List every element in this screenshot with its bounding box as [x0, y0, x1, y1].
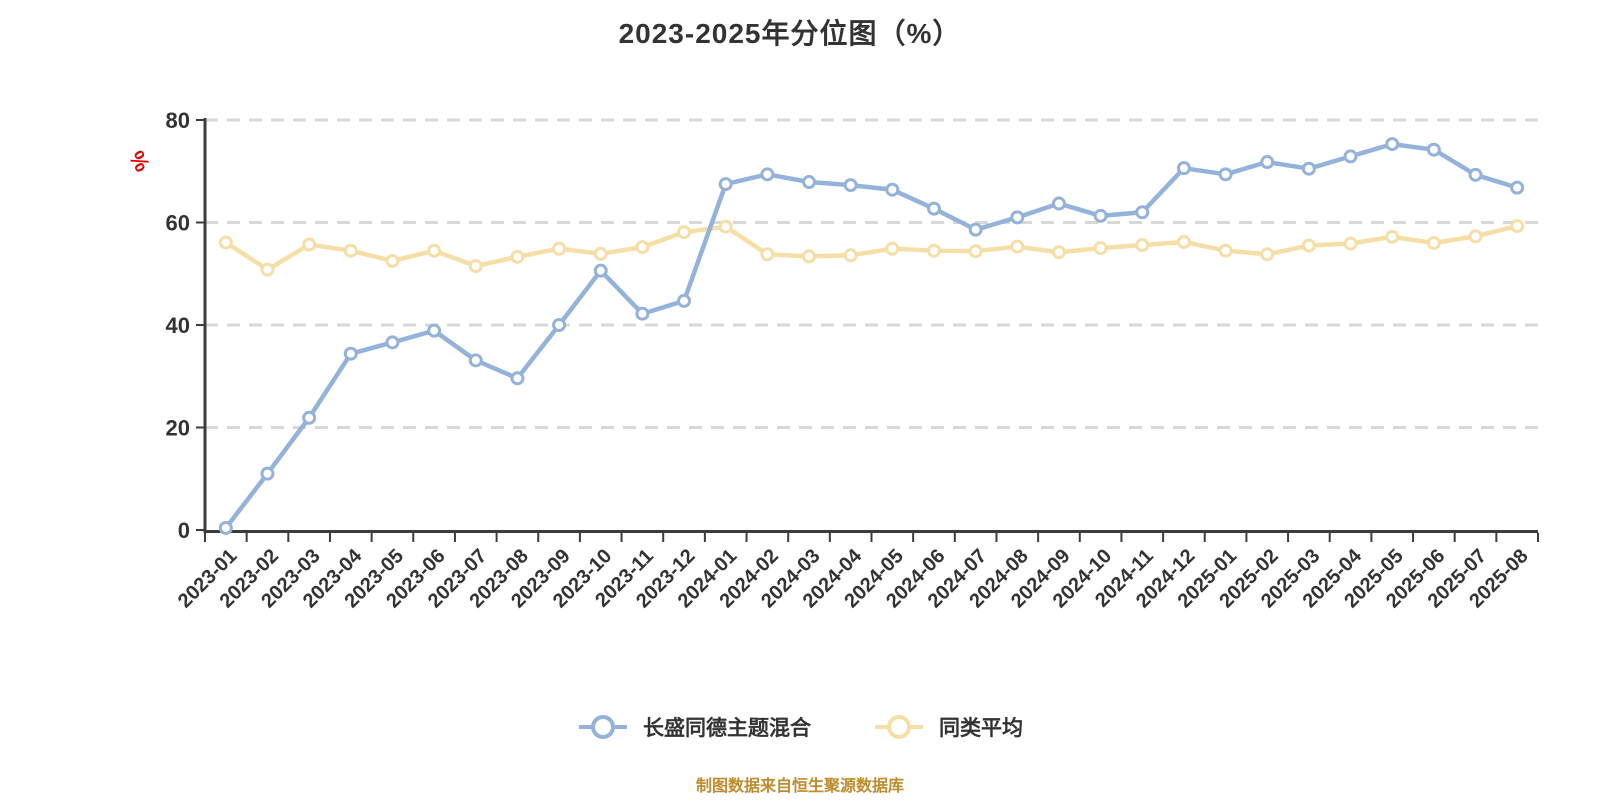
- fund-point-2023-03: [302, 410, 317, 425]
- fund-point-2023-06: [427, 323, 442, 338]
- fund-point-2024-04: [843, 178, 858, 193]
- average-point-2024-01: [718, 219, 733, 234]
- fund-point-2024-01: [718, 177, 733, 192]
- average-point-2024-02: [760, 247, 775, 262]
- fund-point-2024-08: [1010, 210, 1025, 225]
- data-source-note: 制图数据来自恒生聚源数据库: [695, 778, 904, 795]
- average-point-2023-12: [677, 225, 692, 240]
- average-point-2023-11: [635, 240, 650, 255]
- average-point-2024-04: [843, 248, 858, 263]
- fund-point-2024-09: [1051, 196, 1066, 211]
- average-point-2024-09: [1051, 245, 1066, 260]
- fund-point-2023-08: [510, 371, 525, 386]
- average-point-2025-08: [1510, 219, 1525, 234]
- y-axis-unit-label: %: [124, 147, 155, 176]
- average-point-2023-09: [552, 241, 567, 256]
- fund-point-2025-05: [1385, 137, 1400, 152]
- fund-point-2023-09: [552, 318, 567, 332]
- average-series-line: [223, 223, 1520, 272]
- average-point-2025-07: [1468, 229, 1483, 244]
- average-point-2025-05: [1385, 229, 1400, 244]
- fund-point-2023-12: [677, 293, 692, 308]
- average-point-2024-05: [885, 241, 900, 256]
- average-point-2023-04: [343, 243, 358, 258]
- fund-point-2025-04: [1343, 149, 1358, 164]
- fund-point-2023-05: [385, 335, 400, 350]
- average-point-2025-02: [1260, 247, 1275, 262]
- average-point-2024-03: [802, 249, 817, 264]
- fund-point-2023-07: [468, 353, 483, 368]
- average-point-2024-08: [1010, 239, 1025, 254]
- average-point-2023-01: [218, 235, 233, 250]
- legend: 长盛同德主题混合 同类平均: [0, 712, 1600, 742]
- average-point-2024-10: [1093, 241, 1108, 256]
- fund-point-2024-03: [802, 175, 817, 190]
- average-point-2025-03: [1301, 238, 1316, 253]
- average-point-2025-01: [1218, 243, 1233, 258]
- fund-point-2024-12: [1176, 161, 1191, 176]
- average-point-2024-11: [1135, 238, 1150, 253]
- average-point-2023-02: [260, 262, 275, 277]
- fund-point-2025-06: [1426, 142, 1441, 157]
- average-point-2025-06: [1426, 236, 1441, 250]
- y-tick-label: 40: [166, 313, 190, 338]
- average-point-2023-07: [468, 259, 483, 274]
- average-point-2023-08: [510, 249, 525, 264]
- fund-point-2023-11: [635, 306, 650, 321]
- y-tick-label: 0: [178, 518, 190, 543]
- fund-point-2025-01: [1218, 167, 1233, 182]
- legend-label-fund: 长盛同德主题混合: [643, 717, 811, 740]
- fund-point-2025-03: [1301, 161, 1316, 176]
- chart-title: 2023-2025年分位图（%）: [618, 18, 962, 49]
- fund-point-2024-11: [1135, 205, 1150, 220]
- average-line-marker-icon: [875, 715, 923, 739]
- legend-label-average: 同类平均: [939, 717, 1023, 740]
- fund-point-2023-01: [218, 520, 233, 535]
- average-point-2023-06: [427, 243, 442, 258]
- average-point-2024-06: [926, 243, 941, 258]
- plot-area: 0204060802023-012023-022023-032023-04202…: [124, 108, 1539, 612]
- y-tick-label: 60: [166, 211, 190, 236]
- fund-point-2025-08: [1510, 180, 1525, 195]
- fund-point-2023-10: [593, 263, 608, 278]
- fund-point-2023-02: [260, 466, 275, 481]
- average-point-2023-03: [302, 237, 317, 252]
- legend-item-fund[interactable]: 长盛同德主题混合: [577, 712, 811, 742]
- average-point-2024-12: [1176, 234, 1191, 249]
- average-point-2023-05: [385, 253, 400, 268]
- fund-point-2024-05: [885, 182, 900, 197]
- fund-point-2024-07: [968, 222, 983, 237]
- fund-point-2025-07: [1468, 167, 1483, 182]
- fund-series-line: [223, 141, 1520, 531]
- average-point-2025-04: [1343, 236, 1358, 251]
- legend-item-average[interactable]: 同类平均: [873, 712, 1023, 742]
- fund-point-2025-02: [1260, 155, 1275, 170]
- fund-point-2023-04: [343, 346, 358, 361]
- y-tick-label: 20: [166, 416, 190, 441]
- average-point-2023-10: [593, 246, 608, 261]
- fund-point-2024-06: [926, 201, 941, 216]
- fund-point-2024-10: [1093, 208, 1108, 223]
- fund-point-2024-02: [760, 167, 775, 182]
- fund-line-marker-icon: [579, 715, 627, 739]
- y-tick-label: 80: [166, 108, 190, 133]
- average-point-2024-07: [968, 244, 983, 259]
